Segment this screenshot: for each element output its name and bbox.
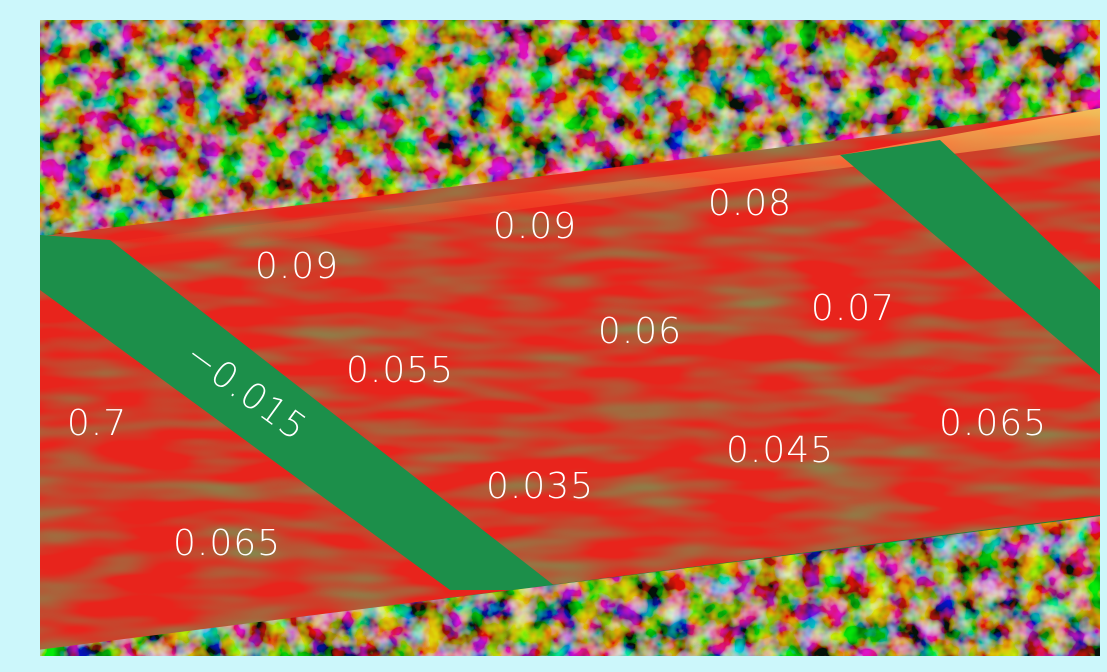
page: 0.09 0.09 0.08 0.07 0.06 0.055 −0.015 0.…	[0, 0, 1107, 672]
value-label: 0.06	[598, 311, 682, 352]
value-label: 0.035	[486, 466, 594, 507]
value-label: 0.065	[939, 403, 1047, 444]
value-label: 0.08	[708, 183, 792, 224]
value-label: 0.09	[493, 206, 577, 247]
value-label: 0.045	[726, 430, 834, 471]
value-label: 0.7	[67, 403, 127, 444]
value-label: 0.055	[346, 350, 454, 391]
value-label: 0.07	[811, 288, 895, 329]
value-label: 0.065	[173, 523, 281, 564]
value-label: 0.09	[255, 246, 339, 287]
